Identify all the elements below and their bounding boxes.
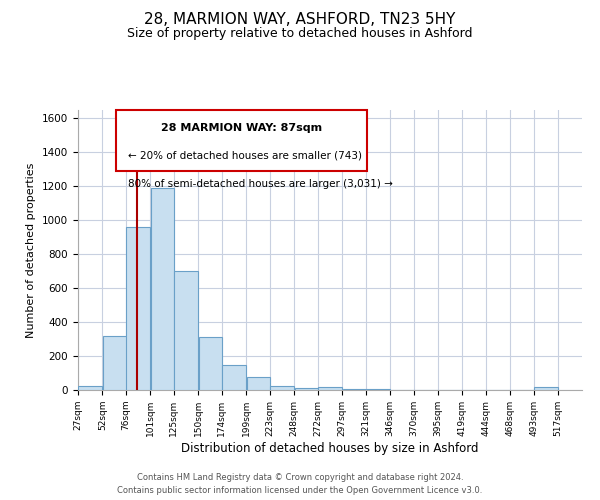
- Bar: [103, 336, 127, 390]
- Text: 80% of semi-detached houses are larger (3,031) →: 80% of semi-detached houses are larger (…: [128, 179, 393, 189]
- Text: Size of property relative to detached houses in Ashford: Size of property relative to detached ho…: [127, 28, 473, 40]
- Text: Contains HM Land Registry data © Crown copyright and database right 2024.
Contai: Contains HM Land Registry data © Crown c…: [118, 474, 482, 495]
- Bar: [199, 338, 223, 390]
- Bar: [127, 227, 150, 390]
- Bar: [174, 271, 198, 390]
- Text: ← 20% of detached houses are smaller (743): ← 20% of detached houses are smaller (74…: [128, 151, 362, 161]
- Bar: [247, 378, 271, 390]
- Text: 28 MARMION WAY: 87sqm: 28 MARMION WAY: 87sqm: [161, 123, 322, 133]
- Y-axis label: Number of detached properties: Number of detached properties: [26, 162, 37, 338]
- Bar: [366, 389, 390, 390]
- Bar: [535, 388, 558, 390]
- Text: 28, MARMION WAY, ASHFORD, TN23 5HY: 28, MARMION WAY, ASHFORD, TN23 5HY: [145, 12, 455, 28]
- Bar: [295, 388, 319, 390]
- Bar: [79, 386, 102, 390]
- Bar: [151, 188, 175, 390]
- X-axis label: Distribution of detached houses by size in Ashford: Distribution of detached houses by size …: [181, 442, 479, 454]
- FancyBboxPatch shape: [116, 110, 367, 171]
- Bar: [222, 364, 246, 390]
- Bar: [343, 389, 367, 390]
- Bar: [318, 388, 342, 390]
- Bar: [270, 386, 294, 390]
